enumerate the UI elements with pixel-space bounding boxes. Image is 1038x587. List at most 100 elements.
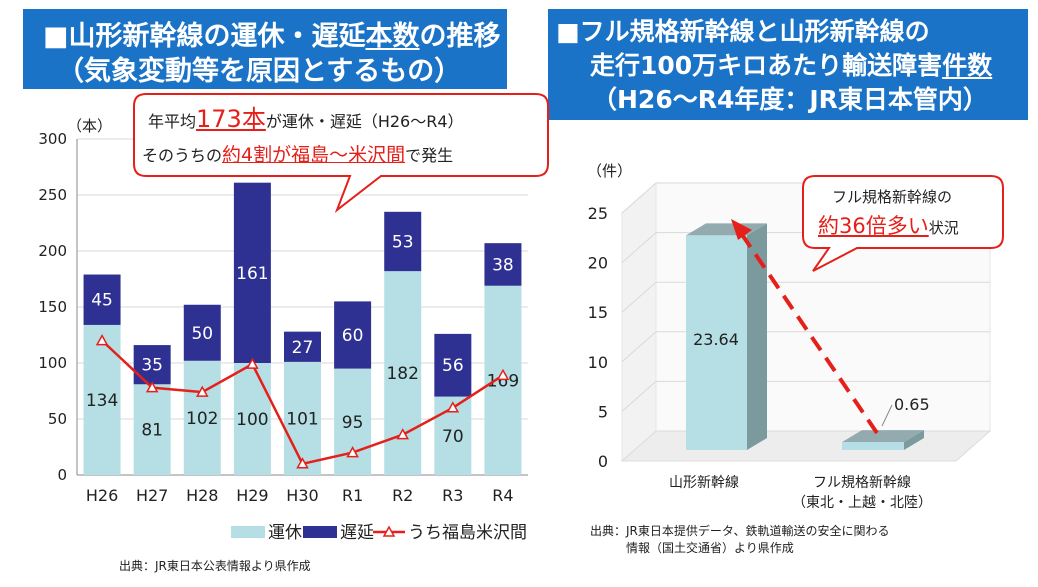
right-title-line1: ■フル規格新幹線と山形新幹線の — [556, 17, 930, 46]
bar-chien-label: 45 — [91, 291, 113, 311]
right-y-tick-label: 10 — [588, 353, 608, 372]
bar-unkyu — [484, 285, 522, 475]
legend-swatch-marker — [382, 525, 396, 537]
bar-unkyu — [233, 363, 271, 475]
left-title-underlined: 本数 — [365, 21, 420, 52]
right-bar-top — [842, 430, 924, 443]
left-title-line1: ■山形新幹線の運休・遅延本数の推移 — [43, 21, 501, 52]
fukushima-yonezawa-marker — [496, 368, 510, 381]
bar-chien — [484, 243, 522, 286]
left-y-tick-label: 0 — [57, 466, 67, 484]
left-x-tick-label: R3 — [442, 486, 463, 505]
right-title-underlined: 件数 — [942, 51, 993, 80]
left-y-tick-label: 250 — [38, 186, 67, 204]
bar-chien — [434, 333, 472, 397]
right-callout-line1: フル規格新幹線の — [832, 188, 953, 206]
right-chart-floor — [620, 430, 992, 462]
bar-unkyu — [83, 324, 121, 475]
comparison-arrow-head — [731, 219, 752, 240]
left-y-tick-label: 300 — [38, 130, 67, 148]
bar-unkyu-label: 101 — [286, 409, 318, 429]
right-y-tick-label: 0 — [598, 452, 608, 471]
left-source-note: 出典：JR東日本公表情報より県作成 — [119, 559, 311, 573]
right-callout-bubble — [802, 175, 1004, 272]
left-y-unit: （本） — [67, 117, 112, 135]
bar-chien-label: 60 — [342, 326, 364, 346]
legend-swatch-unkyu — [231, 526, 265, 538]
bar-unkyu-label: 182 — [386, 364, 418, 384]
left-title-line2: （気象変動等を原因とするもの） — [57, 56, 462, 87]
bar-unkyu-label: 102 — [186, 409, 218, 429]
left-x-tick-label: H27 — [136, 486, 168, 505]
right-y-tick-label: 25 — [588, 204, 608, 223]
bar-chien-label: 56 — [442, 356, 464, 376]
bar-unkyu-label: 134 — [86, 391, 118, 411]
fukushima-yonezawa-marker — [396, 428, 409, 440]
left-x-tick-label: H28 — [186, 486, 218, 505]
right-gridline-side — [621, 281, 657, 313]
fukushima-yonezawa-marker — [95, 334, 109, 346]
right-x-tick-label: フル規格新幹線 — [813, 474, 911, 491]
bar-chien-label: 27 — [292, 338, 314, 358]
bar-chien — [284, 331, 321, 362]
bar-unkyu-label: 95 — [342, 413, 364, 433]
bar-unkyu-label: 70 — [442, 427, 464, 447]
bar-chien-label: 161 — [236, 264, 268, 284]
right-bar-front — [842, 442, 904, 450]
left-x-tick-label: R2 — [392, 486, 413, 505]
bar-unkyu — [183, 360, 221, 475]
bar-chien — [384, 211, 422, 272]
bar-unkyu-label: 169 — [487, 371, 519, 391]
fukushima-yonezawa-marker — [246, 357, 259, 369]
right-callout-highlight: 約36倍多い — [818, 214, 929, 238]
left-y-tick-label: 200 — [38, 242, 67, 260]
left-callout-line1: 年平均173本が運休・遅延（H26～R4） — [148, 105, 464, 133]
fukushima-yonezawa-marker — [446, 401, 460, 413]
left-x-tick-label: H29 — [236, 486, 268, 505]
bar-chien-label: 50 — [191, 324, 213, 344]
right-bar-side — [747, 223, 767, 450]
comparison-arrow — [739, 231, 879, 435]
bar-chien — [334, 301, 372, 369]
right-gridline-side — [621, 331, 657, 363]
right-x-tick-sublabel: （東北・上越・北陸） — [792, 495, 932, 511]
right-value-leader — [881, 404, 893, 427]
bar-unkyu-label: 100 — [236, 410, 268, 430]
left-x-tick-label: H30 — [286, 486, 318, 505]
right-title-line2: 走行100万キロあたり輸送障害件数 — [590, 51, 993, 80]
bar-chien — [233, 182, 271, 363]
bar-chien-label: 53 — [392, 232, 414, 252]
right-gridline-side — [621, 232, 657, 263]
left-chart: 0 50 100 150 200 250 300 （本） 134 45 81 35 102 50 100… — [38, 117, 528, 543]
fukushima-yonezawa-marker — [145, 381, 159, 393]
left-y-tick-label: 100 — [38, 354, 67, 372]
bar-unkyu-label: 81 — [141, 421, 163, 441]
left-x-tick-label: H26 — [86, 486, 118, 505]
right-bar-front — [686, 235, 747, 450]
right-source-note-line1: 出典：JR東日本提供データ、鉄軌道輸送の安全に関わる — [590, 524, 890, 538]
bar-chien-label: 38 — [492, 255, 514, 275]
right-y-tick-label: 15 — [588, 303, 608, 322]
bar-unkyu — [384, 271, 422, 475]
right-callout-line2: 約36倍多い状況 — [818, 214, 959, 238]
right-bar-value-label: 0.65 — [894, 395, 930, 414]
average-count: 173本 — [196, 105, 266, 133]
left-title-banner: ■山形新幹線の運休・遅延本数の推移 （気象変動等を原因とするもの） — [23, 9, 507, 89]
right-gridline-side — [621, 381, 657, 412]
right-x-tick-label: 山形新幹線 — [669, 474, 739, 491]
bar-chien — [83, 274, 121, 325]
right-title-line3: （H26～R4年度：JR東日本管内） — [592, 85, 988, 114]
right-title-banner: ■フル規格新幹線と山形新幹線の 走行100万キロあたり輸送障害件数 （H26～R… — [548, 9, 1028, 120]
left-callout-highlight: 約4割が福島～米沢間 — [222, 144, 406, 166]
left-callout-bubble — [133, 93, 549, 213]
left-y-tick-label: 150 — [38, 298, 67, 316]
legend-label-chien: 遅延 — [340, 523, 374, 543]
bar-chien-label: 35 — [141, 356, 163, 376]
legend-swatch-chien — [303, 526, 337, 538]
right-chart-side-wall — [621, 181, 657, 463]
left-y-tick-label: 50 — [48, 410, 67, 428]
right-y-tick-label: 5 — [598, 402, 608, 421]
fukushima-yonezawa-marker — [196, 385, 209, 397]
right-y-tick-label: 20 — [588, 254, 608, 273]
legend-label-line: うち福島米沢間 — [408, 523, 527, 543]
